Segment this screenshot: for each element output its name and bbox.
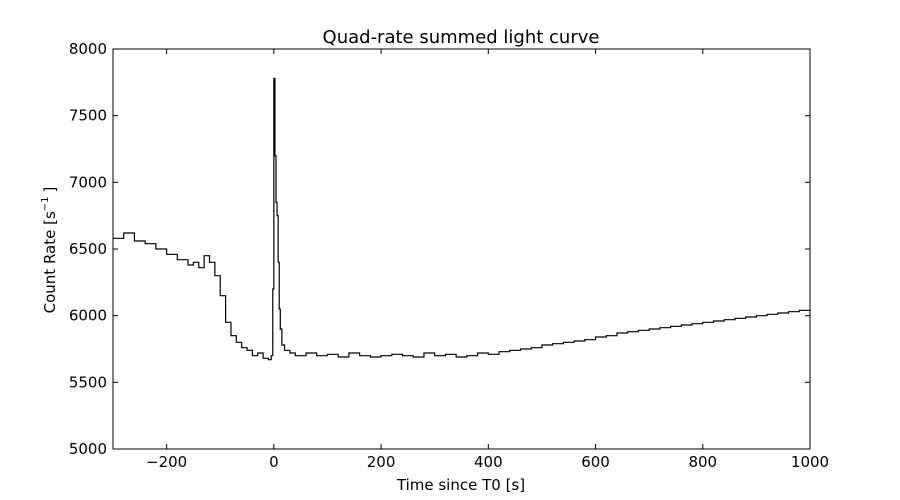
y-tick-label: 6500 bbox=[69, 240, 107, 258]
chart-title: Quad-rate summed light curve bbox=[323, 27, 600, 48]
y-tick-label: 8000 bbox=[69, 40, 107, 58]
x-tick-label: −200 bbox=[146, 453, 187, 471]
y-axis-title-suffix: ] bbox=[41, 187, 59, 193]
y-axis-title-prefix: Count Rate [s bbox=[41, 211, 59, 313]
x-axis-title: Time since T0 [s] bbox=[396, 476, 525, 494]
y-tick-label: 7000 bbox=[69, 173, 107, 191]
y-tick-label: 7500 bbox=[69, 107, 107, 125]
x-tick-label: 200 bbox=[367, 453, 396, 471]
y-tick-label: 5000 bbox=[69, 440, 107, 458]
x-tick-label: 600 bbox=[581, 453, 610, 471]
y-axis: 5000 5500 6000 6500 7000 7500 8000 bbox=[69, 40, 810, 458]
x-tick-label: 1000 bbox=[791, 453, 829, 471]
y-axis-title: Count Rate [s−1] bbox=[40, 187, 59, 314]
x-tick-label: 400 bbox=[474, 453, 503, 471]
y-axis-title-exponent: −1 bbox=[40, 196, 51, 211]
series-line-0 bbox=[113, 77, 811, 361]
x-tick-label: 0 bbox=[269, 453, 279, 471]
x-axis: −200 0 200 400 600 800 1000 bbox=[146, 49, 829, 471]
axes-frame bbox=[112, 48, 811, 450]
y-tick-label: 6000 bbox=[69, 307, 107, 325]
x-tick-label: 800 bbox=[688, 453, 717, 471]
plot-area bbox=[113, 77, 811, 361]
y-tick-label: 5500 bbox=[69, 373, 107, 391]
